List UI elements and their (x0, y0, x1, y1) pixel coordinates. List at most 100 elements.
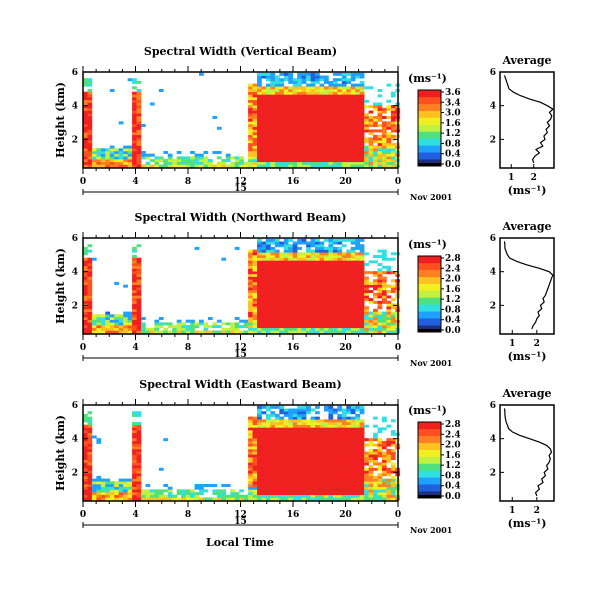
colorbar-frame (417, 421, 442, 499)
heatmap-cell (306, 110, 311, 114)
heatmap-cell (283, 124, 289, 128)
heatmap-cell (319, 290, 325, 294)
heatmap-cell (270, 424, 276, 428)
heatmap-cell (292, 416, 298, 420)
heatmap-cell (265, 448, 271, 452)
heatmap-cell (355, 430, 360, 434)
heatmap-cell (355, 281, 360, 285)
heatmap-cell (91, 497, 97, 501)
heatmap-cell (373, 483, 378, 487)
heatmap-cell (359, 273, 365, 277)
heatmap-cell (377, 276, 383, 280)
heatmap-cell (270, 140, 276, 144)
heatmap-cell (301, 148, 307, 152)
heatmap-cell (301, 489, 307, 493)
heatmap-cell (368, 454, 374, 458)
heatmap-cell (274, 140, 280, 144)
heatmap-cell (373, 150, 378, 154)
heatmap-cell (341, 481, 347, 485)
heatmap-cell (373, 255, 378, 258)
colorbar-tick-label: 3.0 (445, 109, 461, 119)
heatmap-cell (91, 153, 97, 157)
heatmap-cell (386, 150, 392, 154)
heatmap-cell (279, 107, 285, 111)
y-tick-label: 2 (72, 135, 78, 145)
heatmap-cell (350, 481, 356, 485)
heatmap-cell (283, 325, 289, 329)
heatmap-cell (252, 470, 258, 474)
heatmap-cell (216, 150, 222, 154)
heatmap-cell (83, 159, 88, 163)
chart-panel-2: Spectral Width (Eastward Beam)0 4 8 12 16 20 0… (54, 378, 555, 549)
heatmap-cell (332, 303, 338, 307)
heatmap-cell (261, 89, 267, 92)
heatmap-cell (252, 86, 258, 90)
heatmap-cell (297, 287, 302, 291)
heatmap-cell (136, 292, 142, 296)
heatmap-cell (297, 422, 302, 425)
heatmap-cell (301, 408, 307, 412)
heatmap-cell (332, 311, 338, 315)
heatmap-cell (332, 140, 338, 144)
heatmap-cell (386, 115, 392, 119)
heatmap-cell (350, 140, 356, 144)
heatmap-cell (297, 268, 302, 272)
heatmap-cell (265, 142, 271, 146)
heatmap-cell (87, 124, 93, 128)
heatmap-cell (297, 327, 302, 331)
heatmap-cell (337, 97, 343, 101)
heatmap-cell (328, 244, 334, 248)
heatmap-cell (323, 438, 329, 442)
heatmap-cell (390, 145, 396, 149)
heatmap-cell (301, 276, 307, 280)
heatmap-cell (203, 150, 209, 154)
colorbar-band (418, 456, 441, 464)
heatmap-cell (270, 246, 276, 250)
heatmap-cell (328, 465, 334, 469)
heatmap-cell (283, 121, 289, 125)
heatmap-cell (87, 300, 93, 304)
heatmap-cell (109, 319, 115, 323)
heatmap-cell (136, 314, 142, 318)
heatmap-cell (355, 91, 360, 95)
heatmap-cell (301, 290, 307, 294)
heatmap-cell (301, 273, 307, 277)
heatmap-cell (359, 494, 365, 498)
heatmap-cell (190, 330, 195, 334)
heatmap-cell (373, 156, 378, 160)
heatmap-cell (319, 314, 325, 318)
heatmap-cell (91, 330, 97, 334)
heatmap-cell (265, 246, 271, 250)
heatmap-cell (310, 486, 316, 490)
heatmap-cell (118, 486, 124, 490)
heatmap-cell (248, 416, 253, 420)
heatmap-cell (368, 159, 374, 163)
heatmap-cell (257, 83, 262, 87)
heatmap-cell (132, 110, 137, 114)
heatmap-cell (203, 161, 209, 165)
heatmap-cell (346, 314, 352, 318)
heatmap-cell (274, 99, 280, 103)
heatmap-cell (87, 102, 93, 106)
x-tick-label: 16 (287, 343, 300, 353)
heatmap-cell (390, 492, 396, 496)
heatmap-cell (364, 287, 369, 291)
heatmap-cell (297, 467, 302, 471)
heatmap-cell (381, 325, 387, 329)
heatmap-cell (270, 99, 276, 103)
heatmap-cell (315, 153, 320, 157)
heatmap-cell (310, 314, 316, 318)
heatmap-cell (283, 97, 289, 101)
heatmap-cell (310, 97, 316, 101)
heatmap-cell (323, 150, 329, 154)
heatmap-cell (337, 121, 343, 125)
heatmap-cell (301, 411, 307, 415)
heatmap-cell (355, 148, 360, 152)
y-tick-label: 4 (72, 268, 78, 278)
heatmap-cell (136, 124, 142, 128)
heatmap-cell (283, 438, 289, 442)
heatmap-cell (359, 319, 365, 323)
heatmap-cell (203, 164, 209, 168)
heatmap-cell (381, 132, 387, 136)
heatmap-cell (319, 118, 325, 122)
